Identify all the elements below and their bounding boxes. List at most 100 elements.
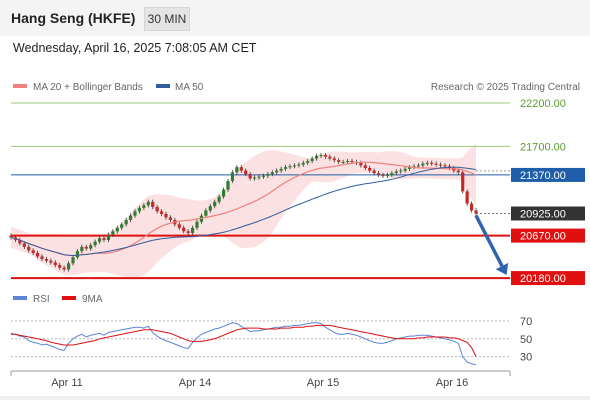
- forecast-arrowhead: [495, 262, 509, 275]
- candle-body: [283, 167, 288, 169]
- candle-body: [394, 171, 398, 174]
- ma50-legend-label: MA 50: [175, 82, 204, 93]
- candle-body: [186, 231, 190, 233]
- candle-body: [168, 217, 173, 220]
- candle-body: [350, 161, 354, 163]
- candle-body: [416, 165, 421, 167]
- candle-body: [359, 162, 363, 166]
- price-tag-label: 21370.00: [520, 170, 566, 182]
- candle-body: [368, 168, 372, 171]
- candle-body: [204, 210, 208, 216]
- candle-body: [71, 257, 75, 264]
- candle-body: [297, 164, 301, 166]
- candle-body: [275, 170, 279, 173]
- candle-body: [465, 191, 469, 204]
- title-bar: [0, 0, 590, 36]
- candle-body: [177, 224, 181, 228]
- candle-body: [120, 224, 124, 228]
- candle-body: [195, 221, 199, 228]
- candle-body: [279, 168, 283, 171]
- candle-body: [341, 161, 345, 163]
- ma50-legend-swatch: [156, 84, 170, 88]
- rsi-level-label: 30: [520, 352, 532, 364]
- candle-body: [208, 206, 212, 211]
- candle-body: [301, 162, 305, 165]
- candle-body: [155, 207, 159, 212]
- price-tag-support: [511, 228, 585, 243]
- time-axis-label: Apr 14: [179, 377, 211, 389]
- candle-body: [22, 243, 26, 247]
- time-axis-label: Apr 16: [436, 377, 468, 389]
- candle-body: [235, 167, 239, 173]
- candle-body: [292, 165, 297, 167]
- candle-body: [288, 166, 292, 168]
- source-credit: Research © 2025 Trading Central: [431, 82, 580, 93]
- candle-body: [137, 207, 142, 212]
- candle-body: [124, 220, 128, 225]
- candle-body: [97, 238, 102, 242]
- candle-body: [80, 246, 84, 252]
- candle-body: [221, 189, 226, 197]
- rsi-legend-label: RSI: [33, 294, 50, 305]
- ma50-line: [10, 166, 477, 257]
- ma20-legend-label: MA 20 + Bollinger Bands: [33, 82, 143, 93]
- price-tag-resistance: [511, 96, 585, 110]
- candle-body: [9, 235, 13, 238]
- candle-body: [239, 167, 243, 171]
- price-tag-pivot: [511, 167, 585, 182]
- candle-body: [306, 161, 310, 163]
- candle-body: [403, 168, 407, 171]
- candle-body: [399, 170, 403, 172]
- price-tag-label: 20670.00: [520, 231, 566, 243]
- candle-body: [190, 227, 195, 233]
- candle-body: [310, 158, 314, 162]
- rsi-level-label: 70: [520, 316, 532, 328]
- candle-body: [35, 252, 40, 257]
- candle-body: [461, 172, 465, 192]
- candle-body: [345, 161, 350, 163]
- candle-body: [142, 205, 146, 208]
- candle-body: [328, 156, 332, 159]
- price-tag-resistance: [511, 139, 585, 154]
- rsi-ma-legend-swatch: [62, 296, 76, 300]
- price-tag-current: [511, 206, 585, 221]
- candle-body: [337, 160, 341, 162]
- rsi-ma-legend-label: 9MA: [82, 294, 103, 305]
- candle-body: [58, 265, 62, 268]
- candle-body: [75, 251, 80, 258]
- candle-body: [31, 250, 35, 253]
- price-tag-label: 22200.00: [520, 98, 566, 110]
- price-tag-label: 21700.00: [520, 141, 566, 153]
- candle-body: [469, 203, 474, 211]
- candle-body: [111, 231, 115, 235]
- candle-body: [244, 170, 248, 175]
- candle-body: [128, 215, 133, 220]
- rsi-ma-line: [11, 324, 477, 357]
- candle-body: [133, 211, 137, 216]
- bollinger-band: [11, 143, 476, 278]
- price-tag-support: [511, 271, 585, 286]
- candle-body: [257, 176, 261, 178]
- rsi-legend-swatch: [13, 296, 27, 300]
- candle-body: [62, 267, 66, 270]
- candle-body: [89, 245, 93, 249]
- candle-body: [230, 172, 235, 181]
- time-axis-label: Apr 15: [307, 377, 339, 389]
- candle-body: [93, 241, 97, 246]
- candle-body: [319, 155, 323, 156]
- candle-body: [425, 162, 429, 164]
- candle-body: [314, 155, 319, 159]
- candle-body: [438, 164, 443, 166]
- candle-body: [226, 181, 230, 190]
- price-tag-label: 20925.00: [520, 209, 566, 221]
- candle-body: [66, 263, 71, 270]
- candle-body: [270, 172, 274, 175]
- candle-body: [213, 201, 217, 207]
- ma20-legend-swatch: [13, 84, 27, 88]
- candle-body: [146, 201, 150, 206]
- candle-body: [151, 201, 155, 207]
- candle-body: [385, 174, 390, 176]
- candle-body: [40, 256, 44, 259]
- timeframe-button[interactable]: 30 MIN: [144, 7, 190, 31]
